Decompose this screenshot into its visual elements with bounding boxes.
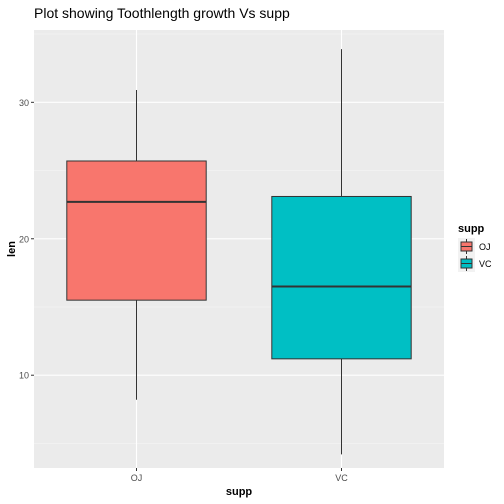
y-tick-label: 30 bbox=[19, 98, 29, 108]
y-tick-label: 10 bbox=[19, 371, 29, 381]
legend: supp OJ VC bbox=[458, 223, 492, 272]
box-group bbox=[66, 49, 412, 455]
box-oj bbox=[66, 160, 207, 301]
y-tick-label: 20 bbox=[19, 234, 29, 244]
x-tick-label: OJ bbox=[131, 473, 143, 483]
y-axis: 10 20 30 bbox=[19, 98, 34, 381]
x-axis: OJ VC bbox=[131, 468, 348, 483]
box-vc bbox=[271, 195, 412, 360]
x-tick-label: VC bbox=[335, 473, 348, 483]
chart-title: Plot showing Toothlength growth Vs supp bbox=[34, 5, 290, 21]
legend-title: supp bbox=[458, 223, 485, 235]
y-axis-title: len bbox=[6, 241, 18, 257]
legend-label: VC bbox=[479, 259, 492, 269]
legend-label: OJ bbox=[479, 242, 491, 252]
x-axis-title: supp bbox=[226, 486, 253, 498]
